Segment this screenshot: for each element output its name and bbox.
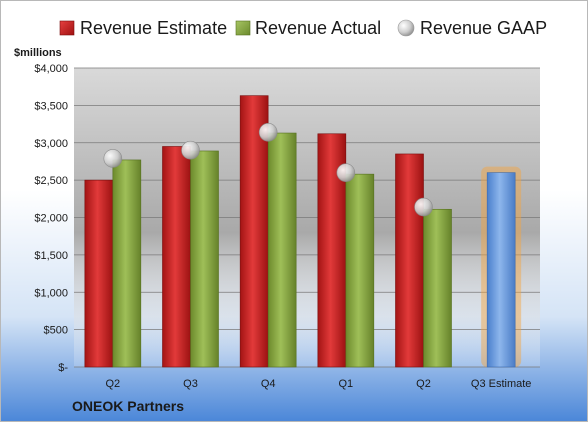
estimate-bar	[84, 179, 114, 368]
legend-label-gaap: Revenue GAAP	[420, 18, 547, 38]
actual-bar	[267, 132, 297, 368]
actual-bar	[190, 150, 219, 368]
x-tick-label: Q3	[183, 378, 198, 390]
y-tick-label: $3,000	[34, 138, 68, 150]
actual-bar	[345, 173, 375, 368]
gaap-marker	[258, 122, 278, 142]
y-tick-label: $1,000	[34, 287, 68, 299]
y-tick-label: $1,500	[34, 250, 68, 262]
estimate-forecast-bar	[486, 172, 516, 368]
estimate-bar	[239, 95, 269, 368]
gaap-marker	[103, 149, 123, 168]
y-tick-label: $3,500	[34, 100, 68, 112]
gaap-markers	[103, 122, 433, 217]
actual-bar	[112, 159, 142, 368]
x-tick-label: Q3 Estimate	[471, 378, 532, 390]
gaap-marker	[414, 197, 433, 217]
legend-swatch-actual	[235, 20, 251, 36]
legend: Revenue Estimate Revenue Actual Revenue …	[59, 18, 547, 38]
y-axis-ticks: $- $500 $1,000 $1,500 $2,000 $2,500 $3,000 $3,5…	[34, 63, 68, 374]
gaap-marker	[181, 140, 200, 160]
y-tick-label: $2,000	[34, 213, 68, 225]
gridlines	[74, 67, 540, 368]
y-tick-label: $500	[44, 325, 68, 337]
y-tick-label: $4,000	[34, 63, 68, 75]
x-tick-label: Q4	[261, 378, 276, 390]
y-axis-unit-label: $millions	[14, 47, 62, 59]
y-tick-label: $2,500	[34, 175, 68, 187]
actual-bar	[423, 208, 452, 368]
x-tick-label: Q2	[105, 378, 120, 390]
x-tick-label: Q2	[416, 378, 431, 390]
legend-marker-gaap	[397, 19, 415, 37]
legend-swatch-estimate	[59, 20, 75, 36]
legend-label-actual: Revenue Actual	[255, 18, 381, 38]
chart-company-title: ONEOK Partners	[72, 398, 184, 414]
y-tick-label: $-	[58, 362, 68, 374]
gaap-marker	[336, 163, 356, 182]
x-axis-ticks: Q2 Q3 Q4 Q1 Q2 Q3 Estimate	[105, 378, 531, 390]
estimate-bar	[395, 153, 424, 368]
estimate-bar	[162, 146, 191, 368]
legend-label-estimate: Revenue Estimate	[80, 18, 227, 38]
x-tick-label: Q1	[338, 378, 353, 390]
bars	[84, 95, 522, 368]
